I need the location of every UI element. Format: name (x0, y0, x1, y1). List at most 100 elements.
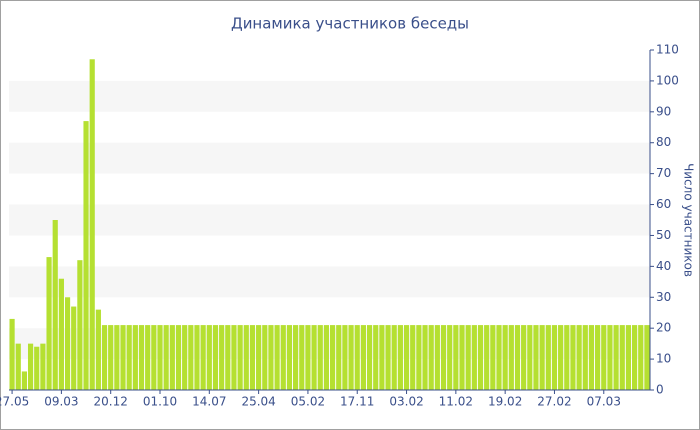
bar (638, 325, 644, 390)
y-tick-label: 100 (656, 73, 679, 87)
bar (496, 325, 502, 390)
bar (299, 325, 305, 390)
bar (212, 325, 219, 390)
bar (249, 325, 256, 390)
bar (373, 325, 379, 390)
bar (558, 325, 564, 390)
y-axis-label: Число участников (682, 163, 696, 277)
bar (274, 325, 280, 390)
bar (354, 325, 360, 390)
bar (459, 325, 465, 390)
x-tick-label: 19.02 (488, 395, 522, 409)
bar (595, 325, 601, 390)
bar (391, 325, 397, 390)
bar (588, 325, 595, 390)
y-tick-label: 90 (656, 104, 671, 118)
bar (527, 325, 533, 390)
bar (601, 325, 607, 390)
bar (428, 325, 434, 390)
bar (360, 325, 366, 390)
bar (21, 371, 27, 390)
bar (570, 325, 576, 390)
bar (644, 325, 650, 390)
bar (410, 325, 416, 390)
bar (348, 325, 354, 390)
y-tick-label: 70 (656, 166, 671, 180)
x-tick-label: 27.02 (537, 395, 571, 409)
bar (95, 309, 101, 390)
y-tick-label: 110 (656, 43, 679, 57)
bar (268, 325, 274, 390)
bar (293, 325, 299, 390)
bar (366, 325, 373, 390)
bar (465, 325, 471, 390)
y-tick-label: 80 (656, 135, 671, 149)
bar (163, 325, 169, 390)
bar (34, 346, 40, 390)
bar (477, 325, 484, 390)
grid-band (9, 266, 650, 298)
bar (46, 257, 52, 390)
bar (200, 325, 206, 390)
bar (206, 325, 212, 390)
bar (89, 59, 95, 390)
bar (188, 325, 194, 390)
bar (342, 325, 348, 390)
bar (311, 325, 317, 390)
x-tick-label: 17.11 (340, 395, 374, 409)
bar (237, 325, 243, 390)
bar (422, 325, 428, 390)
bar (447, 325, 453, 390)
x-tick-label: 05.02 (291, 395, 325, 409)
bar (182, 325, 188, 390)
bar (58, 278, 64, 390)
bar (539, 325, 545, 390)
bar (632, 325, 638, 390)
x-tick-label: 03.02 (389, 395, 423, 409)
bar (286, 325, 293, 390)
y-tick-label: 30 (656, 290, 671, 304)
bar (403, 325, 410, 390)
y-tick-label: 40 (656, 259, 671, 273)
bar (175, 325, 182, 390)
x-tick-label: 14.07 (192, 395, 226, 409)
bar (551, 325, 558, 390)
bar (151, 325, 157, 390)
y-tick-label: 0 (656, 383, 664, 397)
x-tick-label: 01.10 (143, 395, 177, 409)
x-tick-label: 27.05 (0, 395, 29, 409)
bar (126, 325, 132, 390)
x-tick-label: 07.03 (587, 395, 621, 409)
grid-band (9, 204, 650, 236)
bar (243, 325, 249, 390)
bar (502, 325, 508, 390)
bar (323, 325, 330, 390)
x-tick-label: 09.03 (44, 395, 78, 409)
bar (138, 325, 145, 390)
bar (576, 325, 582, 390)
bar (545, 325, 551, 390)
bar (508, 325, 514, 390)
bar (619, 325, 625, 390)
x-tick-label: 25.04 (241, 395, 275, 409)
bar (416, 325, 422, 390)
bar (521, 325, 527, 390)
bar (490, 325, 496, 390)
bar (317, 325, 323, 390)
bar (379, 325, 385, 390)
bar (114, 325, 120, 390)
bar (280, 325, 286, 390)
bar (329, 325, 336, 390)
bar (256, 325, 262, 390)
bar (514, 325, 521, 390)
y-tick-label: 50 (656, 228, 671, 242)
bar (194, 325, 200, 390)
bar (108, 325, 114, 390)
bar (27, 343, 34, 390)
y-tick-label: 20 (656, 321, 671, 335)
grid-band (9, 142, 650, 174)
bar (440, 325, 447, 390)
bar (533, 325, 539, 390)
x-tick-label: 20.12 (94, 395, 128, 409)
